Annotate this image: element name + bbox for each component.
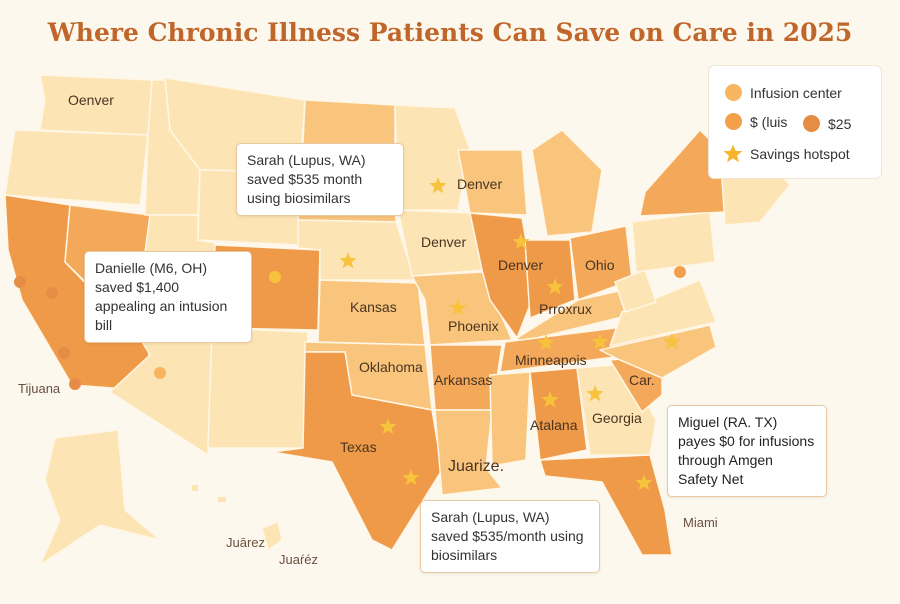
mid-dot-icon [725, 113, 742, 130]
state-texas [271, 351, 443, 551]
legend: Infusion center $ (luis $25 Savings hots… [708, 65, 882, 179]
infusion-center-dot-icon [69, 378, 81, 390]
label-minneapois: Minneapois [515, 352, 587, 368]
label-car: Car. [629, 372, 655, 388]
infusion-center-dot-icon [674, 266, 686, 278]
label-kansas: Kansas [350, 299, 397, 315]
legend-item-mid: $ (luis [725, 113, 787, 130]
savings-hotspot-star-icon [541, 391, 559, 408]
state-new-mexico [207, 327, 309, 449]
label-ohio: Ohio [585, 257, 615, 273]
infusion-dot-icon [725, 84, 742, 101]
infusion-center-dot-icon [58, 347, 70, 359]
state-west-virginia [614, 269, 657, 313]
savings-hotspot-star-icon [586, 385, 604, 402]
label-denver-ia: Denver [421, 234, 467, 250]
savings-hotspot-star-icon [663, 333, 681, 350]
infusion-center-dot-icon [269, 271, 281, 283]
state-alabama [529, 367, 588, 461]
savings-hotspot-star-icon [546, 278, 564, 295]
infusion-center-dot-icon [46, 287, 58, 299]
label-juarez-2: Juaŕéz [279, 552, 319, 567]
state-louisiana [434, 409, 503, 496]
savings-hotspot-star-icon [635, 474, 653, 491]
callout-miguel-tx: Miguel (RA. TX) payes $0 for infusions t… [667, 405, 827, 497]
label-oklahoma: Oklahoma [359, 359, 423, 375]
legend-item-dark: $25 [803, 115, 851, 132]
savings-hotspot-star-icon [379, 418, 397, 435]
markers [14, 177, 686, 491]
label-prroxrux: Prroxrux [539, 301, 592, 317]
label-phoenix: Phoenix [448, 318, 499, 334]
dark-dot-icon [803, 115, 820, 132]
savings-hotspot-star-icon [591, 333, 609, 350]
label-arkansas: Arkansas [434, 372, 493, 388]
label-oenver: Oenver [68, 92, 114, 108]
state-florida [539, 454, 673, 556]
callout-sarah-biosimilars: Sarah (Lupus, WA) saved $535/month using… [420, 500, 600, 573]
infusion-center-dot-icon [14, 276, 26, 288]
state-pennsylvania [631, 211, 716, 273]
label-juarez-1: Juārez [226, 535, 266, 550]
legend-label: Infusion center [750, 84, 842, 101]
label-denver-wi: Denver [457, 176, 503, 192]
label-atalana: Atalana [530, 417, 578, 433]
legend-label: $ (luis [750, 113, 788, 130]
label-tijuana: Tijuana [18, 381, 61, 396]
state-mississippi [489, 371, 531, 467]
legend-label: $25 [828, 115, 852, 132]
label-texas: Texas [340, 439, 377, 455]
hawaii-island [192, 485, 198, 491]
savings-hotspot-star-icon [449, 299, 467, 316]
legend-item-hotspot: Savings hotspot [723, 144, 850, 164]
label-georgia: Georgia [592, 410, 642, 426]
savings-hotspot-star-icon [429, 177, 447, 194]
legend-label: Savings hotspot [750, 146, 850, 162]
state-hawaii [261, 521, 283, 551]
state-north-carolina [599, 324, 717, 379]
state-indiana [524, 239, 576, 319]
savings-hotspot-star-icon [339, 252, 357, 269]
savings-hotspot-star-icon [537, 334, 555, 351]
state-oregon [4, 129, 149, 206]
state-wisconsin [457, 149, 528, 216]
map-title: Where Chronic Illness Patients Can Save … [47, 18, 853, 47]
label-juarize: Juarize. [448, 458, 505, 475]
savings-hotspot-star-icon [512, 233, 530, 250]
label-miami: Miami [683, 515, 718, 530]
hawaii-island [218, 497, 226, 502]
state-virginia [609, 279, 717, 347]
state-alaska [39, 429, 161, 566]
legend-item-infusion: Infusion center [725, 84, 842, 101]
star-icon [723, 144, 743, 163]
callout-sarah-wa: Sarah (Lupus, WA) saved $535 month using… [236, 143, 404, 216]
infusion-center-dot-icon [154, 367, 166, 379]
label-denver-il: Denver [498, 257, 544, 273]
savings-hotspot-star-icon [402, 469, 420, 486]
callout-danielle-oh: Danielle (M6, OH) saved $1,400 appealing… [84, 251, 252, 343]
state-michigan [531, 129, 603, 237]
